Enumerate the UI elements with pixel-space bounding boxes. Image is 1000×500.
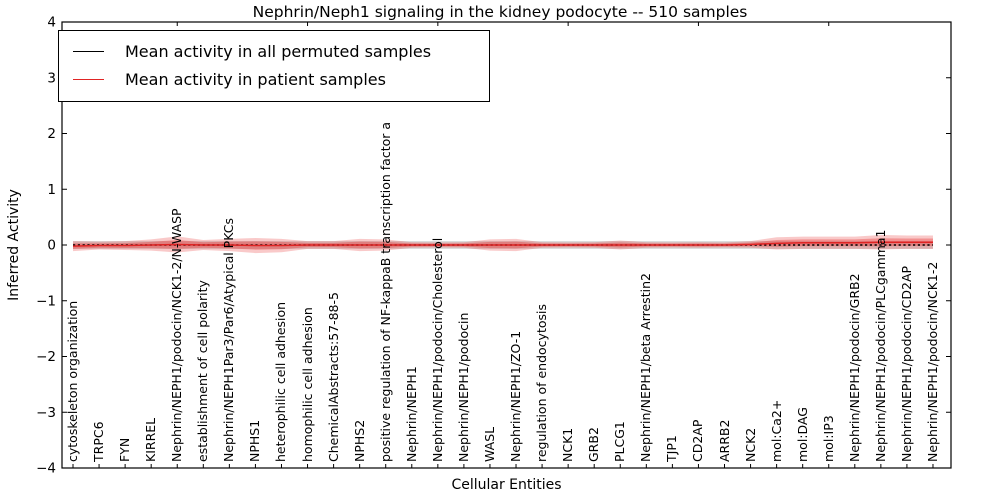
legend-line-swatch-black (73, 50, 104, 52)
legend-label: Mean activity in patient samples (125, 69, 386, 89)
legend-item-permuted: Mean activity in all permuted samples (73, 37, 481, 65)
y-tick-label: 0 (47, 238, 56, 254)
y-tick-label: 3 (47, 70, 56, 86)
y-axis-label: Inferred Activity (6, 189, 22, 301)
legend: Mean activity in all permuted samples Me… (58, 30, 490, 102)
legend-label: Mean activity in all permuted samples (125, 41, 432, 61)
y-tick-label: −4 (36, 461, 56, 477)
y-tick-label: −3 (36, 405, 56, 421)
confidence-band (73, 234, 933, 254)
y-tick-label: −1 (36, 293, 56, 309)
legend-line-swatch-red (73, 78, 104, 80)
confidence-band (73, 238, 933, 250)
y-tick-label: 2 (47, 126, 56, 142)
x-axis-label: Cellular Entities (451, 477, 562, 493)
mean-line (72, 241, 933, 247)
y-tick-label: 4 (47, 15, 56, 31)
y-tick-label: 1 (47, 182, 56, 198)
y-tick-label: −2 (36, 349, 56, 365)
chart-title: Nephrin/Neph1 signaling in the kidney po… (252, 3, 748, 21)
legend-item-patient: Mean activity in patient samples (73, 65, 481, 93)
